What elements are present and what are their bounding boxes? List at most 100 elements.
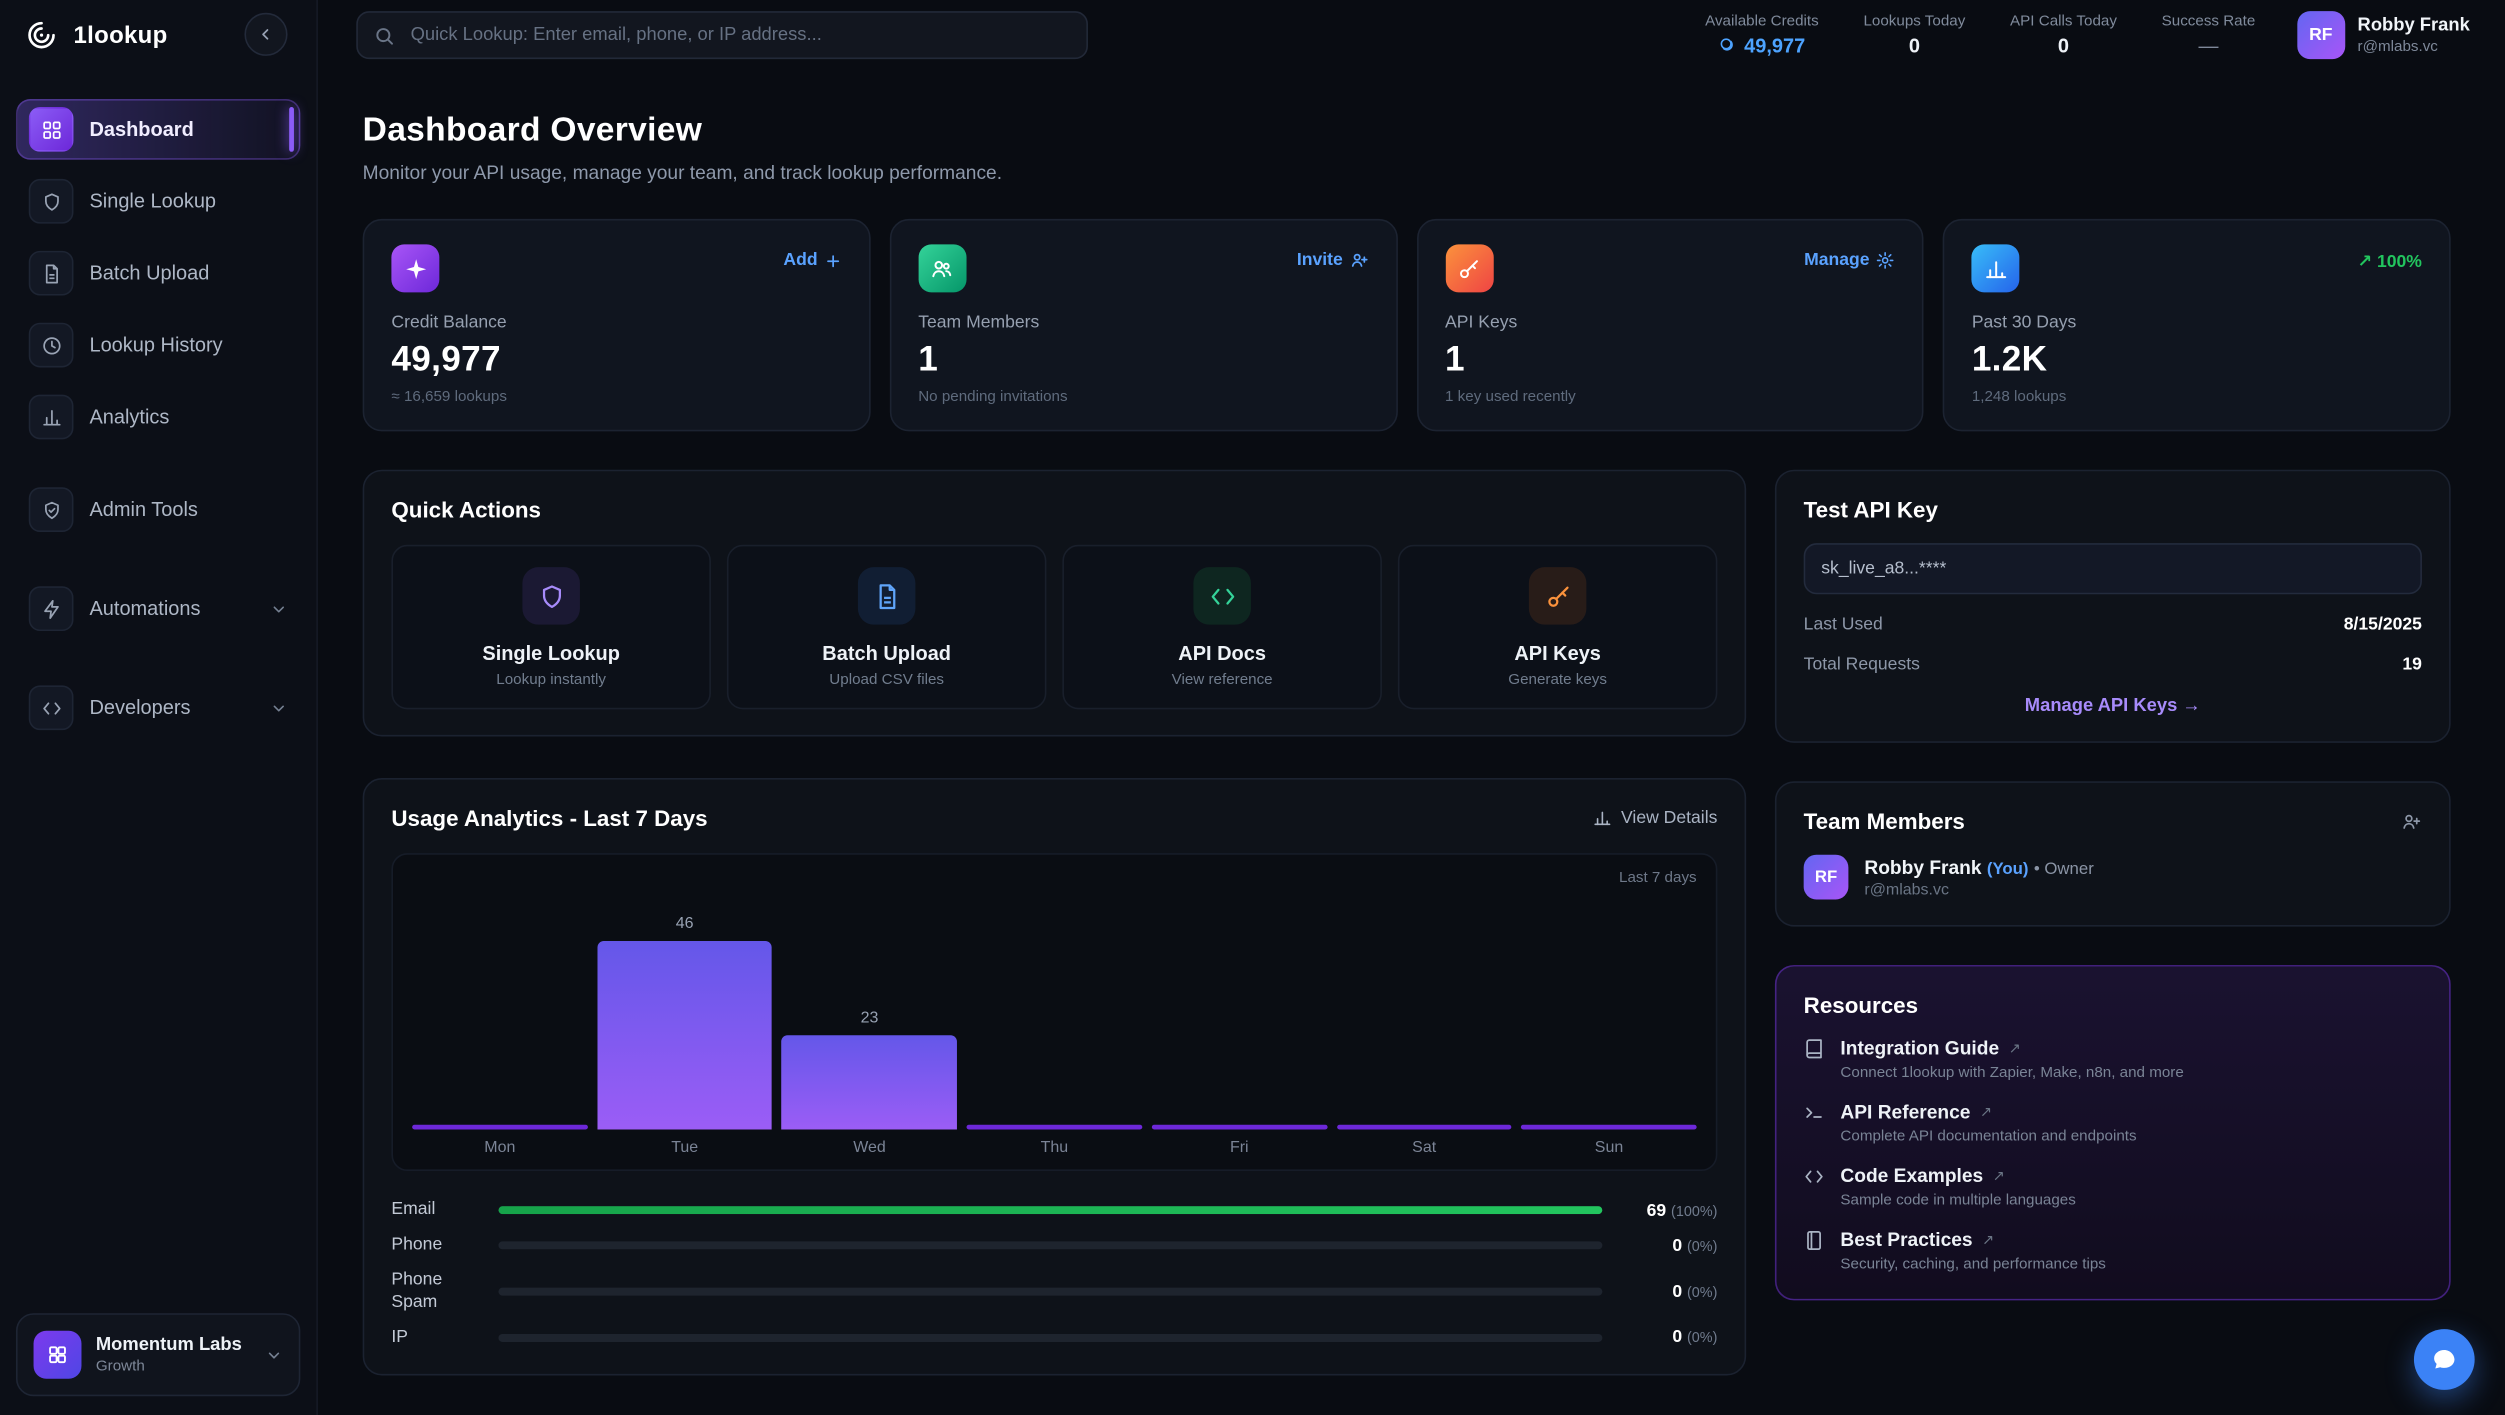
sidebar-item-analytics[interactable]: Analytics	[16, 387, 300, 448]
card-subtext: No pending invitations	[918, 388, 1068, 406]
credit-balance-card: Add Credit Balance 49,977 ≈ 16,659 looku…	[362, 218, 871, 432]
resources-title: Resources	[1803, 992, 1919, 1018]
resources-panel: Resources Integration Guide ↗ Connect 1lo…	[1774, 964, 2451, 1301]
code-icon	[28, 685, 74, 731]
view-details-button[interactable]: View Details	[1592, 808, 1717, 828]
topbar: Available Credits 49,977 Lookups Today 0…	[318, 0, 2505, 70]
api-key-field[interactable]: sk_live_a8...****	[1803, 543, 2422, 595]
chat-button[interactable]	[2413, 1329, 2475, 1390]
gear-icon	[1877, 252, 1894, 269]
api-key-panel-title: Test API Key	[1803, 496, 1938, 523]
sidebar-item-dashboard[interactable]: Dashboard	[15, 99, 301, 160]
logo: 1lookup	[0, 0, 316, 70]
breakdown-row-phone-spam: Phone Spam 0 (0%)	[391, 1270, 1718, 1311]
sidebar-item-label: Batch Upload	[89, 262, 210, 285]
breakdown-row-email: Email 69 (100%)	[391, 1199, 1718, 1220]
workspace-name: Momentum Labs	[95, 1336, 242, 1356]
add-member-button[interactable]	[2401, 811, 2422, 832]
bar	[1336, 1124, 1512, 1130]
bar	[966, 1124, 1143, 1130]
member-role: • Owner	[2033, 858, 2094, 878]
available-credits-value: 49,977	[1744, 35, 1806, 58]
progress-fill	[498, 1206, 1603, 1215]
bar	[1151, 1124, 1327, 1130]
chart-bar-sat	[1336, 890, 1512, 1130]
quick-actions-panel: Quick Actions Single Lookup Lookup insta…	[362, 469, 1747, 737]
card-label: Team Members	[918, 313, 1040, 333]
topbar-stats: Available Credits 49,977 Lookups Today 0…	[1705, 13, 2255, 58]
last-used-value: 8/15/2025	[2343, 615, 2422, 635]
resource-code-examples[interactable]: Code Examples ↗ Sample code in multiple l…	[1804, 1165, 2422, 1209]
add-credits-button[interactable]: Add	[783, 251, 841, 270]
key-icon	[1445, 244, 1493, 293]
sidebar-item-label: Lookup History	[89, 333, 223, 357]
main-area: Available Credits 49,977 Lookups Today 0…	[318, 0, 2505, 1415]
bar	[412, 1124, 588, 1130]
user-menu[interactable]: RF Robby Frank r@mlabs.vc	[2296, 11, 2470, 60]
team-member-row: RF Robby Frank (You) • Owner r@mlabs.vc	[1803, 854, 2422, 900]
user-plus-icon	[1351, 253, 1367, 267]
external-link-icon: ↗	[1992, 1167, 2005, 1184]
workspace-switcher[interactable]: Momentum Labs Growth	[15, 1313, 301, 1397]
external-link-icon: ↗	[1980, 1103, 1993, 1120]
page-title: Dashboard Overview	[362, 111, 703, 149]
quick-action-batch-upload[interactable]: Batch Upload Upload CSV files	[726, 544, 1047, 710]
sidebar-item-automations[interactable]: Automations	[16, 578, 300, 639]
trend-badge: ↗ 100%	[2357, 252, 2422, 272]
quick-action-api-docs[interactable]: API Docs View reference	[1062, 544, 1382, 710]
resource-best-practices[interactable]: Best Practices ↗ Security, caching, and p…	[1804, 1229, 2422, 1273]
search-input[interactable]	[407, 23, 1071, 47]
sidebar-item-label: Admin Tools	[89, 498, 198, 521]
user-name: Robby Frank	[2357, 16, 2470, 36]
coins-icon	[1720, 38, 1733, 51]
team-members-panel: Team Members RF Robby Frank (You)	[1774, 781, 2451, 927]
left-column: Quick Actions Single Lookup Lookup insta…	[362, 469, 1747, 1376]
manage-api-keys-link[interactable]: Manage API Keys →	[2024, 696, 2201, 716]
sidebar-item-single-lookup[interactable]: Single Lookup	[16, 171, 300, 232]
resource-api-reference[interactable]: API Reference ↗ Complete API documentatio…	[1804, 1101, 2422, 1145]
stat-available-credits: Available Credits 49,977	[1705, 12, 1819, 58]
success-rate-value: —	[2198, 35, 2219, 58]
total-requests-row: Total Requests 19	[1803, 655, 2422, 675]
member-email: r@mlabs.vc	[1864, 881, 1949, 899]
page-subtitle: Monitor your API usage, manage your team…	[362, 161, 1003, 184]
chart-column-icon	[1971, 244, 2020, 293]
chat-icon	[2434, 1349, 2455, 1369]
last-used-row: Last Used 8/15/2025	[1803, 615, 2422, 635]
quick-lookup-search[interactable]	[356, 11, 1088, 60]
sidebar-item-label: Analytics	[89, 405, 170, 429]
file-icon	[28, 250, 74, 296]
brand-name: 1lookup	[73, 21, 168, 49]
credit-balance-value: 49,977	[391, 338, 501, 379]
sidebar-collapse-button[interactable]	[244, 12, 288, 56]
quick-action-single-lookup[interactable]: Single Lookup Lookup instantly	[391, 544, 711, 710]
sidebar-item-developers[interactable]: Developers	[16, 677, 300, 738]
user-plus-icon	[2403, 813, 2421, 829]
sidebar-item-label: Automations	[89, 597, 201, 620]
sidebar: 1lookup Dashboard Single Lookup	[0, 0, 318, 1415]
avatar: RF	[2296, 11, 2345, 60]
resource-integration-guide[interactable]: Integration Guide ↗ Connect 1lookup with …	[1804, 1037, 2422, 1082]
team-members-card: Invite Team Members 1 No pending invitat…	[889, 218, 1398, 432]
card-subtext: 1,248 lookups	[1971, 388, 2067, 406]
sidebar-nav: Dashboard Single Lookup Batch Upload L	[0, 70, 316, 749]
avatar: RF	[1803, 854, 1849, 900]
stat-lookups-today: Lookups Today 0	[1863, 12, 1966, 58]
sidebar-item-batch-upload[interactable]: Batch Upload	[16, 243, 300, 304]
manage-keys-button[interactable]: Manage	[1804, 251, 1895, 270]
user-email: r@mlabs.vc	[2357, 37, 2438, 56]
users-icon	[918, 244, 967, 293]
key-icon	[1528, 567, 1587, 625]
invite-member-button[interactable]: Invite	[1297, 251, 1368, 270]
search-icon	[376, 27, 393, 44]
terminal-icon	[1804, 1102, 1826, 1145]
quick-action-api-keys[interactable]: API Keys Generate keys	[1397, 544, 1718, 710]
sidebar-item-label: Developers	[89, 696, 191, 719]
chart-range-note: Last 7 days	[1618, 869, 1697, 887]
chart-bar-wed: 23	[781, 890, 958, 1130]
sidebar-item-admin-tools[interactable]: Admin Tools	[16, 479, 300, 540]
stat-api-calls-today: API Calls Today 0	[2010, 12, 2117, 58]
chart-bar-sun	[1521, 890, 1697, 1130]
sidebar-item-lookup-history[interactable]: Lookup History	[16, 315, 300, 376]
lookups-today-value: 0	[1908, 35, 1920, 58]
